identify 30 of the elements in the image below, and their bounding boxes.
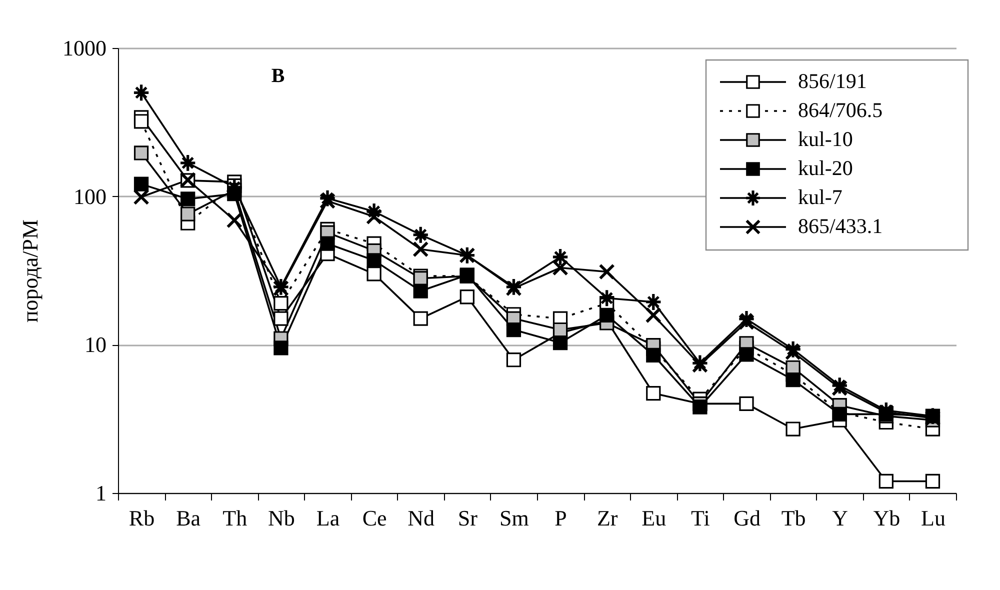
x-tick-label: Nd [408,506,435,530]
legend-label: kul-10 [798,127,853,151]
legend-label: kul-20 [798,156,853,180]
y-tick-label: 10 [84,332,106,358]
x-tick-label: Eu [642,506,666,530]
legend-label: 856/191 [798,69,867,93]
x-tick-label: Lu [920,506,946,530]
x-tick-label: Gd [734,506,760,530]
x-tick-label: Sm [500,506,529,530]
x-tick-label: Yb [873,506,900,530]
x-tick-label: Rb [128,506,155,530]
x-tick-label: Ti [691,506,710,530]
legend-label: kul-7 [798,185,842,209]
x-tick-label: Y [832,506,848,530]
y-tick-label: 1 [96,480,106,506]
x-tick-label: Ce [362,506,387,530]
x-tick-label: Nb [268,506,295,530]
legend-label: 864/706.5 [798,98,883,122]
legend-label: 865/433.1 [798,214,883,238]
x-tick-label: Sr [458,506,478,530]
x-tick-label: La [316,506,340,530]
y-axis-title: порода/PM [18,219,42,323]
x-tick-label: Tb [781,506,806,530]
annotation: В [271,65,285,87]
x-tick-label: Zr [596,506,618,530]
y-tick-label: 100 [74,184,106,209]
x-tick-label: P [554,506,567,530]
x-tick-label: Ba [176,506,201,530]
x-tick-label: Th [222,506,248,530]
y-tick-label: 1000 [62,36,106,60]
